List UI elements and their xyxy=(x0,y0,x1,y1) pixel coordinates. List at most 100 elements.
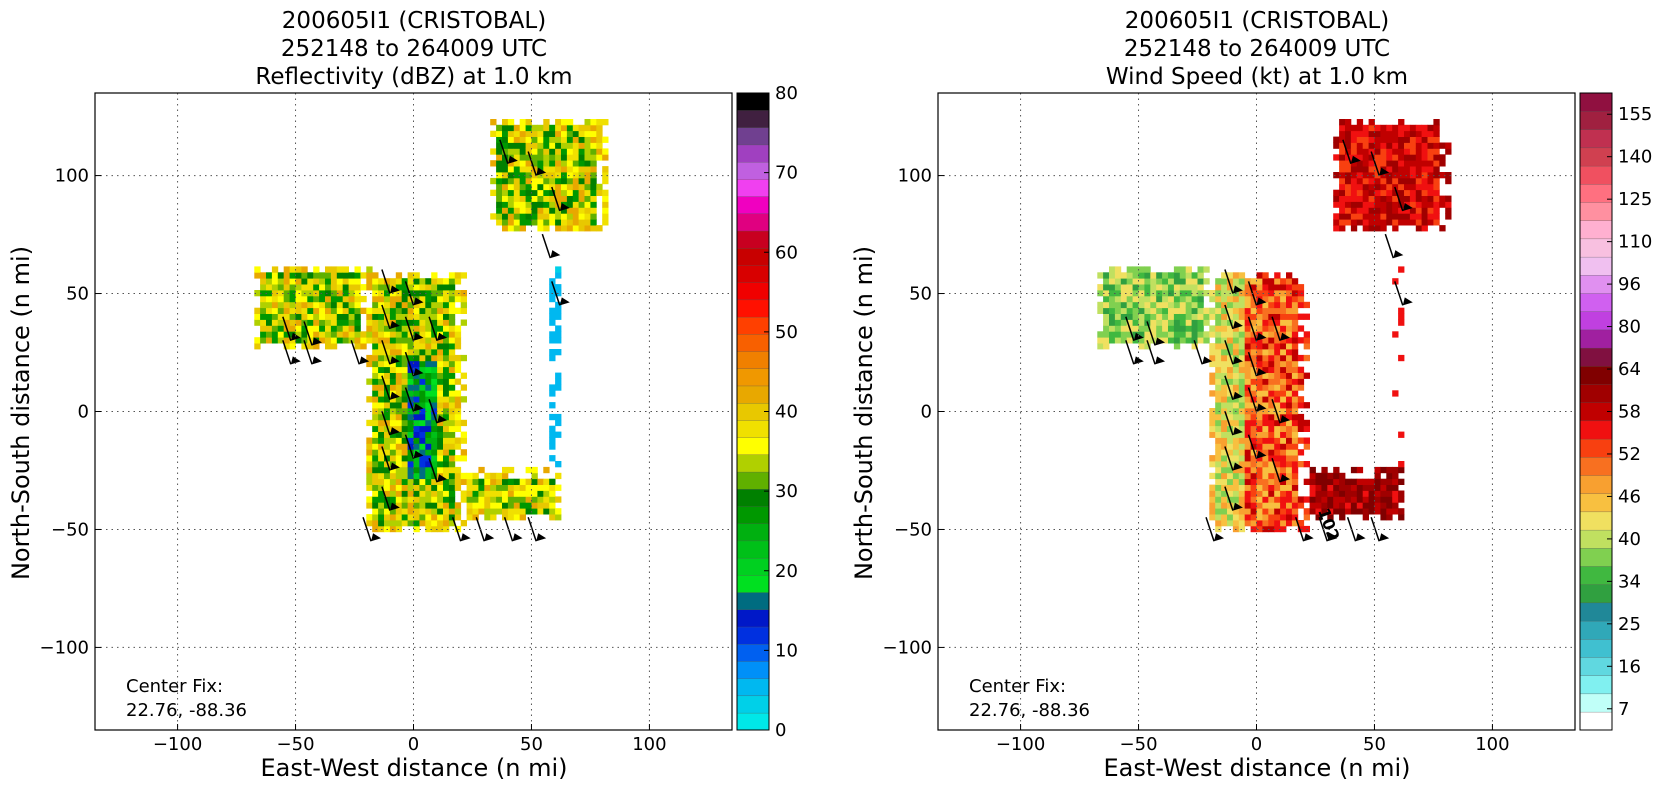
heatmap-cell xyxy=(1297,496,1305,503)
heatmap-cell xyxy=(1250,472,1257,480)
heatmap-cell xyxy=(1179,266,1187,273)
heatmap-cell xyxy=(1268,402,1275,409)
heatmap-cell xyxy=(395,307,403,314)
heatmap-cell xyxy=(1232,278,1240,285)
heatmap-cell xyxy=(330,284,338,291)
heatmap-cell xyxy=(1404,160,1411,167)
heatmap-cell xyxy=(1191,313,1198,320)
heatmap-cell xyxy=(407,313,414,320)
colorbar-segment xyxy=(736,161,770,180)
heatmap-cell xyxy=(1374,207,1381,214)
heatmap-cell xyxy=(513,130,521,137)
heatmap-cell xyxy=(419,502,426,509)
heatmap-cell xyxy=(454,408,462,415)
heatmap-cell xyxy=(378,378,385,385)
heatmap-cell xyxy=(1227,325,1234,332)
colorbar-segment xyxy=(736,419,770,438)
heatmap-cell xyxy=(596,189,603,196)
heatmap-cell xyxy=(1221,272,1228,279)
heatmap-cell xyxy=(1380,466,1387,474)
heatmap-cell xyxy=(384,502,391,509)
heatmap-cell xyxy=(395,331,403,338)
heatmap-cell xyxy=(1232,378,1240,385)
heatmap-cell xyxy=(502,484,509,491)
heatmap-cell xyxy=(1386,478,1393,485)
heatmap-cell xyxy=(1350,177,1358,185)
heatmap-cell xyxy=(342,313,349,320)
colorbar-segment xyxy=(1579,384,1613,403)
heatmap-cell xyxy=(1256,472,1263,480)
heatmap-cell xyxy=(330,301,338,309)
heatmap-cell xyxy=(277,295,285,303)
heatmap-cell xyxy=(1291,508,1299,515)
heatmap-cell xyxy=(519,183,526,191)
colorbar-segment xyxy=(1579,675,1613,695)
heatmap-cell xyxy=(1286,443,1293,450)
heatmap-cell xyxy=(507,148,515,155)
heatmap-cell xyxy=(1150,295,1157,303)
colorbar-tick-label: 52 xyxy=(1618,444,1641,465)
heatmap-cell xyxy=(578,189,585,196)
heatmap-cell xyxy=(389,372,397,379)
heatmap-cell xyxy=(1244,349,1251,356)
heatmap-cell xyxy=(1215,319,1222,326)
heatmap-cell xyxy=(513,225,521,232)
heatmap-cell xyxy=(454,295,462,303)
heatmap-cell xyxy=(513,160,521,167)
heatmap-cell xyxy=(1392,466,1399,474)
heatmap-cell xyxy=(454,425,462,432)
heatmap-cell xyxy=(431,349,438,356)
heatmap-cell xyxy=(1297,425,1305,432)
heatmap-cell xyxy=(431,449,438,456)
heatmap-cell xyxy=(437,419,444,427)
heatmap-cell xyxy=(1173,313,1181,320)
heatmap-cell xyxy=(1185,331,1192,338)
heatmap-cell xyxy=(1274,461,1281,468)
heatmap-cell xyxy=(336,337,344,344)
heatmap-cell xyxy=(1156,295,1163,303)
heatmap-cell xyxy=(384,349,391,356)
heatmap-cell xyxy=(1392,390,1399,397)
heatmap-cell xyxy=(1179,319,1187,326)
heatmap-cell xyxy=(1368,177,1375,185)
heatmap-cell xyxy=(1232,478,1240,485)
wind-barb xyxy=(1125,340,1144,365)
heatmap-cell xyxy=(502,195,509,202)
heatmap-cell xyxy=(1291,484,1299,491)
plot-frame xyxy=(94,92,733,731)
heatmap-cell xyxy=(513,514,521,521)
heatmap-cell xyxy=(1162,290,1169,297)
heatmap-cell xyxy=(454,366,462,373)
heatmap-cell xyxy=(1268,343,1275,350)
heatmap-cell xyxy=(448,325,456,332)
heatmap-cell xyxy=(478,490,485,497)
wind-speed-panel: 200605I1 (CRISTOBAL) 252148 to 264009 UT… xyxy=(850,8,1652,782)
heatmap-cell xyxy=(1374,213,1381,220)
heatmap-cell xyxy=(507,478,515,485)
heatmap-cell xyxy=(1309,478,1316,485)
heatmap-cell xyxy=(1173,272,1181,279)
wind-barb xyxy=(1193,340,1213,365)
heatmap-cell xyxy=(502,160,509,167)
heatmap-cell xyxy=(566,219,574,226)
heatmap-cell xyxy=(484,478,491,485)
heatmap-cell xyxy=(1291,419,1299,427)
heatmap-cell xyxy=(336,325,344,332)
heatmap-cell xyxy=(1227,508,1234,515)
heatmap-cell xyxy=(1392,136,1399,143)
heatmap-cell xyxy=(566,154,574,161)
heatmap-cell xyxy=(531,207,538,214)
heatmap-cell xyxy=(478,466,485,474)
heatmap-cell xyxy=(1256,278,1263,285)
heatmap-cell xyxy=(336,284,344,291)
heatmap-cell xyxy=(1232,372,1240,379)
heatmap-cell xyxy=(1191,278,1198,285)
heatmap-cell xyxy=(448,272,456,279)
heatmap-cell xyxy=(431,514,438,521)
heatmap-cell xyxy=(1286,396,1293,403)
heatmap-cell xyxy=(360,307,367,314)
heatmap-cell xyxy=(1215,284,1222,291)
heatmap-cell xyxy=(537,177,544,185)
heatmap-cell xyxy=(1398,431,1405,438)
heatmap-cell xyxy=(549,295,556,303)
